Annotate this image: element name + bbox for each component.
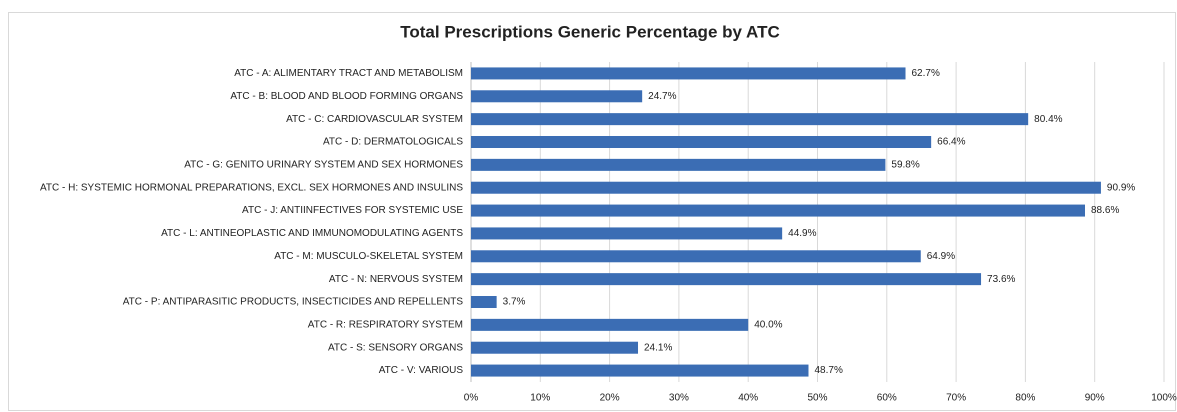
y-tick-label: ATC - G: GENITO URINARY SYSTEM AND SEX H… xyxy=(184,159,463,170)
value-label: 59.8% xyxy=(891,159,919,170)
value-label: 62.7% xyxy=(912,68,940,79)
x-tick-label: 0% xyxy=(464,393,479,404)
value-label: 80.4% xyxy=(1034,114,1062,125)
value-label: 40.0% xyxy=(754,319,782,330)
bar xyxy=(471,67,906,80)
y-tick-label: ATC - P: ANTIPARASITIC PRODUCTS, INSECTI… xyxy=(123,297,464,308)
y-tick-label: ATC - A: ALIMENTARY TRACT AND METABOLISM xyxy=(234,68,463,79)
value-label: 3.7% xyxy=(503,297,526,308)
x-tick-label: 60% xyxy=(877,393,897,404)
x-tick-label: 40% xyxy=(738,393,758,404)
y-tick-label: ATC - V: VARIOUS xyxy=(379,365,464,376)
value-label: 48.7% xyxy=(814,365,842,376)
x-tick-label: 70% xyxy=(946,393,966,404)
value-label: 66.4% xyxy=(937,137,965,148)
y-tick-label: ATC - C: CARDIOVASCULAR SYSTEM xyxy=(286,114,463,125)
bar xyxy=(471,250,921,263)
bar xyxy=(471,136,932,148)
y-tick-label: ATC - M: MUSCULO-SKELETAL SYSTEM xyxy=(274,251,463,262)
value-label: 73.6% xyxy=(987,274,1015,285)
y-tick-label: ATC - J: ANTIINFECTIVES FOR SYSTEMIC USE xyxy=(242,205,463,216)
bar xyxy=(471,227,783,240)
bar xyxy=(471,296,497,308)
y-tick-label: ATC - S: SENSORY ORGANS xyxy=(328,342,463,353)
y-tick-label: ATC - R: RESPIRATORY SYSTEM xyxy=(308,319,463,330)
bar xyxy=(471,364,809,377)
x-tick-label: 90% xyxy=(1085,393,1105,404)
chart-title: Total Prescriptions Generic Percentage b… xyxy=(400,22,779,41)
value-label: 44.9% xyxy=(788,228,816,239)
bar xyxy=(471,204,1085,217)
value-label: 64.9% xyxy=(927,251,955,262)
x-tick-label: 30% xyxy=(669,393,689,404)
value-label: 24.1% xyxy=(644,342,672,353)
y-tick-label: ATC - H: SYSTEMIC HORMONAL PREPARATIONS,… xyxy=(40,182,463,193)
value-label: 90.9% xyxy=(1107,182,1135,193)
bar xyxy=(471,273,982,286)
x-tick-label: 50% xyxy=(807,393,827,404)
bar xyxy=(471,158,886,171)
y-tick-label: ATC - N: NERVOUS SYSTEM xyxy=(329,274,463,285)
x-tick-label: 80% xyxy=(1015,393,1035,404)
y-tick-label: ATC - B: BLOOD AND BLOOD FORMING ORGANS xyxy=(230,91,463,102)
y-tick-label: ATC - L: ANTINEOPLASTIC AND IMMUNOMODULA… xyxy=(161,228,463,239)
x-tick-label: 20% xyxy=(600,393,620,404)
x-tick-label: 100% xyxy=(1151,393,1177,404)
bar xyxy=(471,181,1101,194)
y-tick-label: ATC - D: DERMATOLOGICALS xyxy=(323,137,463,148)
x-tick-label: 10% xyxy=(530,393,550,404)
bar xyxy=(471,113,1029,126)
value-label: 88.6% xyxy=(1091,205,1119,216)
value-label: 24.7% xyxy=(648,91,676,102)
bar xyxy=(471,90,643,103)
bar xyxy=(471,318,749,331)
bar xyxy=(471,341,639,354)
